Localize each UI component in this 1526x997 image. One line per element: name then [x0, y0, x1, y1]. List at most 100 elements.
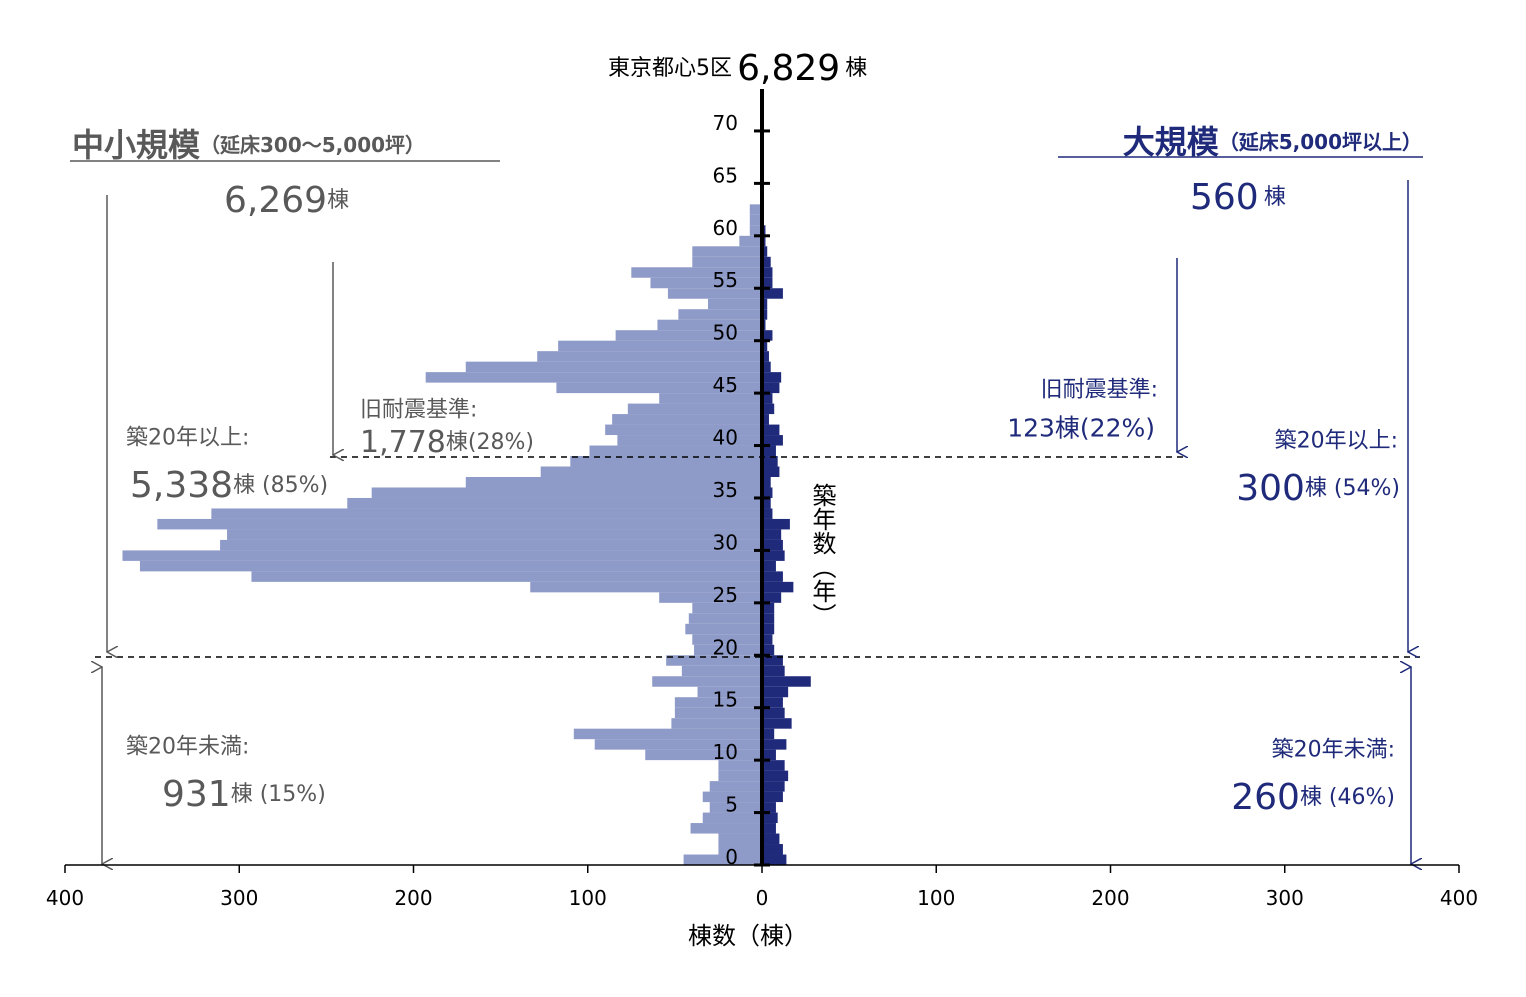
bar	[762, 267, 773, 278]
unit: 棟 (54%)	[1305, 476, 1400, 501]
bar	[762, 466, 780, 477]
y-tick-label: 30	[713, 530, 738, 554]
bar	[631, 267, 762, 278]
header-note: （延床5,000坪以上）	[1219, 130, 1422, 154]
x-tick-label: 200	[1091, 886, 1129, 910]
bar	[697, 686, 762, 698]
bar	[688, 613, 762, 624]
axes: 0 100 100 200 200 300 300 400 400 0 5 10 15 20 25 30 35 4…	[46, 89, 1478, 910]
bar	[762, 655, 783, 666]
arrows	[70, 156, 1423, 864]
bar	[762, 497, 771, 509]
bar	[702, 812, 762, 824]
y-tick-label: 70	[713, 111, 738, 135]
bar	[762, 697, 783, 708]
bar	[762, 686, 789, 698]
bar	[692, 256, 762, 268]
bar	[537, 351, 762, 362]
bar	[718, 833, 762, 845]
bar	[762, 393, 773, 404]
bar	[762, 351, 769, 362]
right-total: 560 棟	[1190, 177, 1286, 218]
y-axis-title: 築年数（年）	[808, 483, 836, 627]
bar	[657, 319, 762, 331]
bar	[556, 382, 762, 394]
y-tick-label: 0	[725, 845, 738, 869]
bar	[540, 466, 762, 477]
unit: 棟	[327, 188, 349, 213]
old-value: 123棟(22%)	[1007, 414, 1155, 443]
bar	[762, 665, 785, 677]
over20-value: 300棟 (54%)	[1236, 468, 1400, 509]
top-unit: 棟	[845, 56, 867, 81]
bar	[667, 288, 762, 299]
header-note: （延床300～5,000坪）	[200, 133, 425, 157]
bar	[220, 539, 762, 551]
bar	[762, 435, 783, 446]
bar	[685, 623, 762, 635]
bar	[709, 781, 762, 792]
bar	[605, 424, 762, 436]
bar	[762, 456, 778, 467]
bar	[589, 445, 762, 457]
bar	[762, 718, 792, 729]
bar	[465, 477, 762, 488]
bar	[762, 749, 776, 761]
bar	[659, 393, 762, 404]
under20-label: 築20年未満:	[1272, 738, 1395, 763]
under20-value: 931棟 (15%)	[162, 774, 326, 815]
total: 560	[1190, 177, 1259, 218]
bar	[347, 497, 762, 509]
bar	[762, 739, 787, 750]
bar	[762, 634, 773, 645]
bar	[692, 634, 762, 645]
bar	[573, 728, 762, 740]
y-tick-label: 10	[713, 740, 738, 764]
y-tick-label: 65	[713, 163, 738, 187]
old-label: 旧耐震基準:	[1041, 378, 1158, 403]
bar	[425, 372, 762, 383]
bar	[762, 707, 785, 719]
bar	[612, 414, 762, 425]
bar	[762, 676, 811, 687]
bar	[762, 833, 780, 845]
left-total: 6,269棟	[224, 180, 349, 221]
total: 6,269	[224, 180, 327, 221]
old-value: 1,778棟(28%)	[360, 425, 534, 460]
bar	[762, 802, 776, 813]
y-tick-label: 35	[713, 478, 738, 502]
bar	[681, 665, 762, 677]
unit: 棟 (85%)	[233, 473, 328, 498]
bar	[558, 340, 762, 352]
legend-label: 中小規模	[72, 126, 200, 164]
bar	[674, 697, 762, 708]
y-tick-label: 5	[725, 793, 738, 817]
bar	[671, 718, 762, 729]
over20-value: 5,338棟 (85%)	[130, 465, 328, 506]
bar	[465, 361, 762, 373]
bar	[762, 298, 768, 310]
bar	[762, 560, 776, 572]
bar	[762, 477, 771, 488]
y-tick-label: 55	[713, 268, 738, 292]
x-tick-label: 0	[756, 886, 769, 910]
x-tick-label: 300	[1266, 886, 1304, 910]
bar	[749, 225, 762, 236]
bar	[666, 655, 762, 666]
y-tick-label: 20	[713, 635, 738, 659]
bars	[122, 193, 811, 865]
bar	[762, 781, 785, 792]
bar	[762, 487, 773, 498]
bar	[157, 518, 763, 530]
bar	[762, 770, 789, 782]
bar	[371, 487, 762, 498]
bar	[718, 770, 762, 782]
bar	[122, 550, 762, 561]
x-tick-label: 400	[46, 886, 84, 910]
x-tick-label: 400	[1440, 886, 1478, 910]
bar	[678, 309, 762, 320]
top-label: 東京都心5区	[608, 56, 732, 81]
bar	[762, 340, 768, 352]
